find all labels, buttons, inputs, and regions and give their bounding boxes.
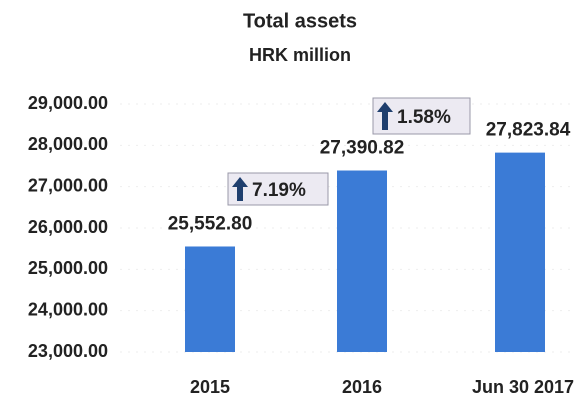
y-tick-label: 25,000.00 [28, 258, 108, 278]
annotation-box [372, 97, 471, 135]
value-label: 27,390.82 [320, 138, 405, 159]
chart-subtitle: HRK million [249, 45, 351, 65]
chart-title: Total assets [243, 10, 357, 32]
bar [495, 152, 545, 352]
x-tick-label: 2015 [190, 377, 230, 397]
y-tick-label: 24,000.00 [28, 299, 108, 319]
y-tick-label: 28,000.00 [28, 134, 108, 154]
y-tick-label: 26,000.00 [28, 217, 108, 237]
x-tick-label: 2016 [342, 377, 382, 397]
x-tick-label: Jun 30 2017 [472, 377, 574, 397]
y-tick-label: 29,000.00 [28, 93, 108, 113]
bar [337, 170, 387, 352]
value-label: 27,823.84 [486, 120, 571, 141]
y-tick-label: 23,000.00 [28, 341, 108, 361]
y-tick-label: 27,000.00 [28, 175, 108, 195]
bar [185, 246, 235, 352]
up-arrow [232, 177, 248, 201]
up-arrow [377, 102, 393, 130]
annotation-box [227, 172, 329, 206]
value-label: 25,552.80 [168, 213, 253, 234]
annotation: 7.19% [252, 180, 306, 201]
annotation: 1.58% [397, 107, 451, 128]
